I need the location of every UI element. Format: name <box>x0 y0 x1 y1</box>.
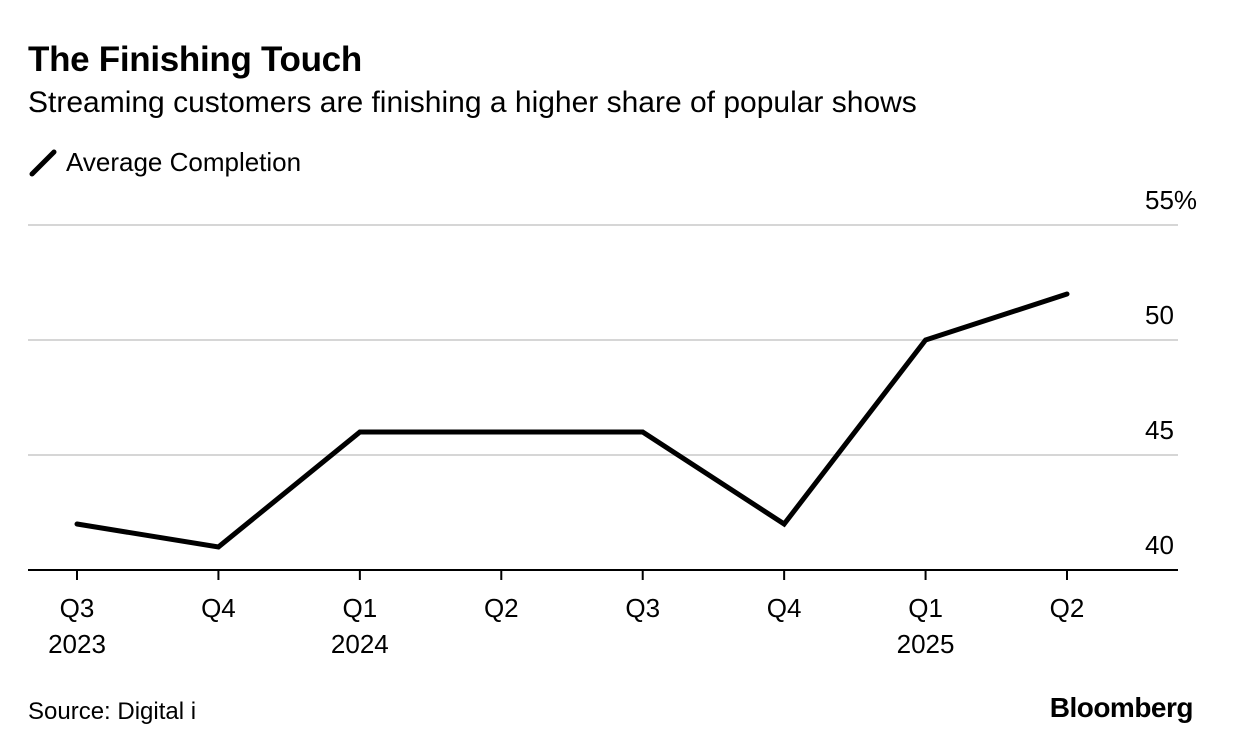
x-tick-label-year: 2025 <box>897 629 955 659</box>
data-point <box>1066 293 1068 295</box>
y-tick-label: 45 <box>1145 415 1174 445</box>
bloomberg-logo: Bloomberg <box>1049 692 1194 723</box>
x-tick-label-quarter: Q1 <box>908 593 943 623</box>
data-point <box>925 339 927 341</box>
x-tick-label-year: 2024 <box>331 629 389 659</box>
x-tick-label-quarter: Q4 <box>201 593 236 623</box>
data-point <box>500 431 502 433</box>
x-tick-label-quarter: Q3 <box>625 593 660 623</box>
data-point <box>642 431 644 433</box>
data-point <box>783 523 785 525</box>
x-tick-label-quarter: Q2 <box>484 593 519 623</box>
data-point <box>359 431 361 433</box>
series-line <box>74 291 1070 550</box>
chart-subtitle: Streaming customers are finishing a high… <box>28 86 917 119</box>
source-note: Source: Digital i <box>28 698 197 725</box>
x-tick-label-quarter: Q1 <box>343 593 378 623</box>
legend: Average Completion <box>28 147 301 178</box>
y-tick-label: 50 <box>1145 300 1174 330</box>
x-tick-label-quarter: Q3 <box>60 593 95 623</box>
legend-line-icon <box>29 149 57 176</box>
y-tick-label: 55% <box>1145 185 1197 215</box>
x-tick-label-year: 2023 <box>48 629 106 659</box>
x-tick-label-quarter: Q2 <box>1050 593 1085 623</box>
data-point <box>76 523 78 525</box>
chart-title: The Finishing Touch <box>28 40 362 79</box>
y-tick-label: 40 <box>1145 530 1174 560</box>
legend-label: Average Completion <box>66 147 302 177</box>
x-tick-label-quarter: Q4 <box>767 593 802 623</box>
data-point <box>217 546 219 548</box>
